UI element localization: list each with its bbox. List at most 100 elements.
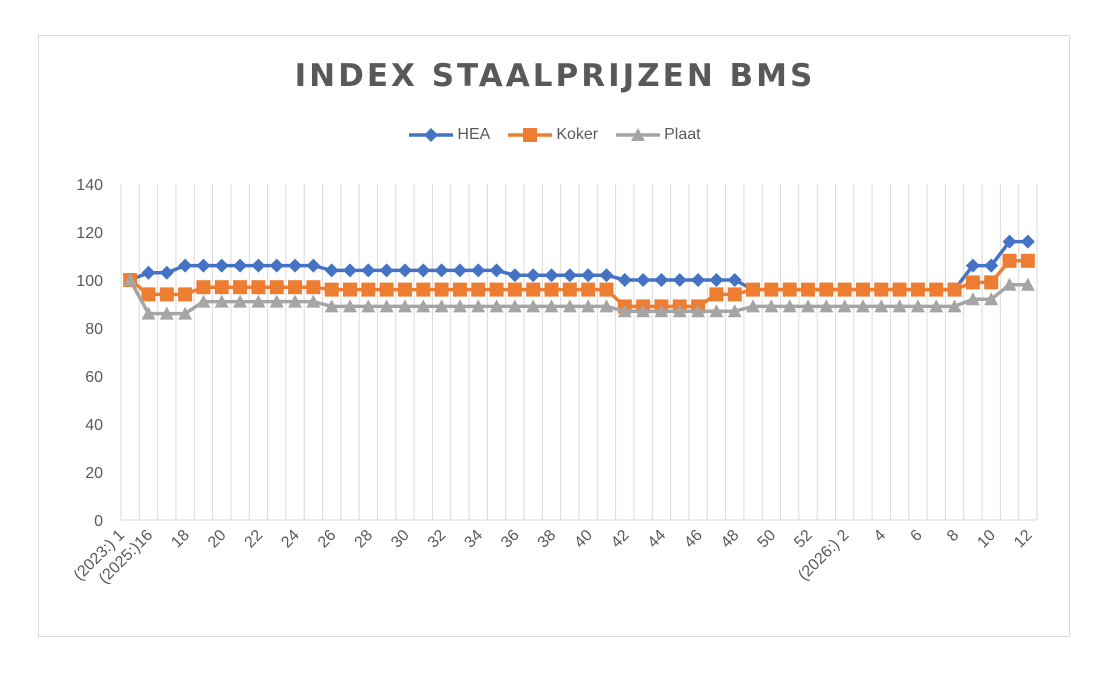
legend-item-hea: HEA <box>409 126 490 144</box>
data-point <box>251 258 266 273</box>
data-point <box>581 282 596 297</box>
data-point <box>562 299 577 313</box>
legend-item-koker: Koker <box>508 126 598 144</box>
data-point <box>489 282 504 297</box>
data-point <box>782 282 797 297</box>
data-point <box>599 299 614 313</box>
data-point <box>691 273 706 287</box>
legend-swatch <box>616 128 661 141</box>
data-point <box>636 273 651 287</box>
data-point <box>910 282 925 297</box>
x-tick-label: 52 <box>791 527 816 552</box>
data-point <box>910 299 925 313</box>
data-point <box>159 287 174 302</box>
legend-label: HEA <box>457 126 491 143</box>
data-point <box>965 292 980 306</box>
data-point <box>343 299 357 313</box>
legend-item-plaat: Plaat <box>616 126 701 144</box>
data-point <box>654 304 669 318</box>
data-point <box>434 299 449 313</box>
chart-title: INDEX STAALPRIJZEN BMS <box>294 58 816 94</box>
data-point <box>1002 234 1017 249</box>
data-point <box>855 282 870 297</box>
data-point <box>269 280 284 295</box>
data-point <box>599 282 614 297</box>
data-point <box>214 280 229 295</box>
data-point <box>343 282 357 297</box>
data-point <box>819 299 834 313</box>
x-tick-label: 36 <box>498 527 523 552</box>
data-point <box>984 258 999 273</box>
data-point <box>324 263 339 278</box>
legend-marker <box>523 128 538 142</box>
data-point <box>343 263 357 278</box>
data-point <box>581 299 596 313</box>
data-point <box>379 263 394 278</box>
data-point <box>306 280 321 295</box>
data-point <box>416 263 431 278</box>
data-point <box>434 263 449 278</box>
data-point <box>709 304 724 318</box>
data-point <box>416 299 431 313</box>
data-point <box>306 258 321 273</box>
data-point <box>452 282 467 297</box>
data-point <box>288 294 303 308</box>
data-point <box>947 299 962 313</box>
data-point <box>416 282 431 297</box>
data-point <box>507 268 522 283</box>
data-point <box>452 263 467 278</box>
y-tick-label: 140 <box>76 177 103 194</box>
data-point <box>984 292 999 306</box>
data-point <box>471 263 486 278</box>
chart-area <box>38 35 1070 637</box>
y-tick-label: 40 <box>85 417 103 434</box>
data-point <box>251 294 266 308</box>
x-tick-label: 20 <box>205 527 230 552</box>
y-tick-label: 0 <box>94 513 103 530</box>
series-koker <box>123 253 1035 314</box>
data-point <box>233 294 248 308</box>
data-point <box>837 282 852 297</box>
data-point <box>141 287 156 302</box>
data-point <box>672 304 687 318</box>
data-point <box>214 258 229 273</box>
data-point <box>855 299 870 313</box>
data-point <box>397 299 412 313</box>
data-point <box>324 299 339 313</box>
data-point <box>1002 277 1017 291</box>
legend: HEA Koker Plaat <box>0 126 1110 144</box>
data-point <box>727 304 742 318</box>
legend-swatch <box>409 128 454 142</box>
data-point <box>709 273 724 287</box>
data-point <box>379 282 394 297</box>
data-point <box>892 299 907 313</box>
data-point <box>361 299 376 313</box>
data-point <box>764 282 779 297</box>
data-point <box>947 282 962 297</box>
x-tick-label: 6 <box>907 527 925 545</box>
data-point <box>636 304 651 318</box>
x-tick-label: 48 <box>718 527 743 552</box>
data-point <box>709 287 724 302</box>
x-tick-label: 28 <box>352 527 377 552</box>
data-point <box>782 299 797 313</box>
data-point <box>452 299 467 313</box>
data-point <box>526 282 541 297</box>
data-point <box>471 299 486 313</box>
x-tick-label: 22 <box>242 527 267 552</box>
data-point <box>434 282 449 297</box>
x-tick-label: 44 <box>645 527 670 552</box>
x-tick-label: 34 <box>461 527 486 552</box>
legend-swatch <box>508 128 553 142</box>
x-tick-label: 50 <box>755 527 780 552</box>
data-point <box>727 273 742 287</box>
data-point <box>471 282 486 297</box>
data-point <box>526 268 541 283</box>
data-point <box>324 282 339 297</box>
data-point <box>507 282 522 297</box>
data-point <box>178 258 193 273</box>
data-point <box>764 299 779 313</box>
legend-label: Koker <box>556 126 599 143</box>
data-point <box>1020 277 1035 291</box>
